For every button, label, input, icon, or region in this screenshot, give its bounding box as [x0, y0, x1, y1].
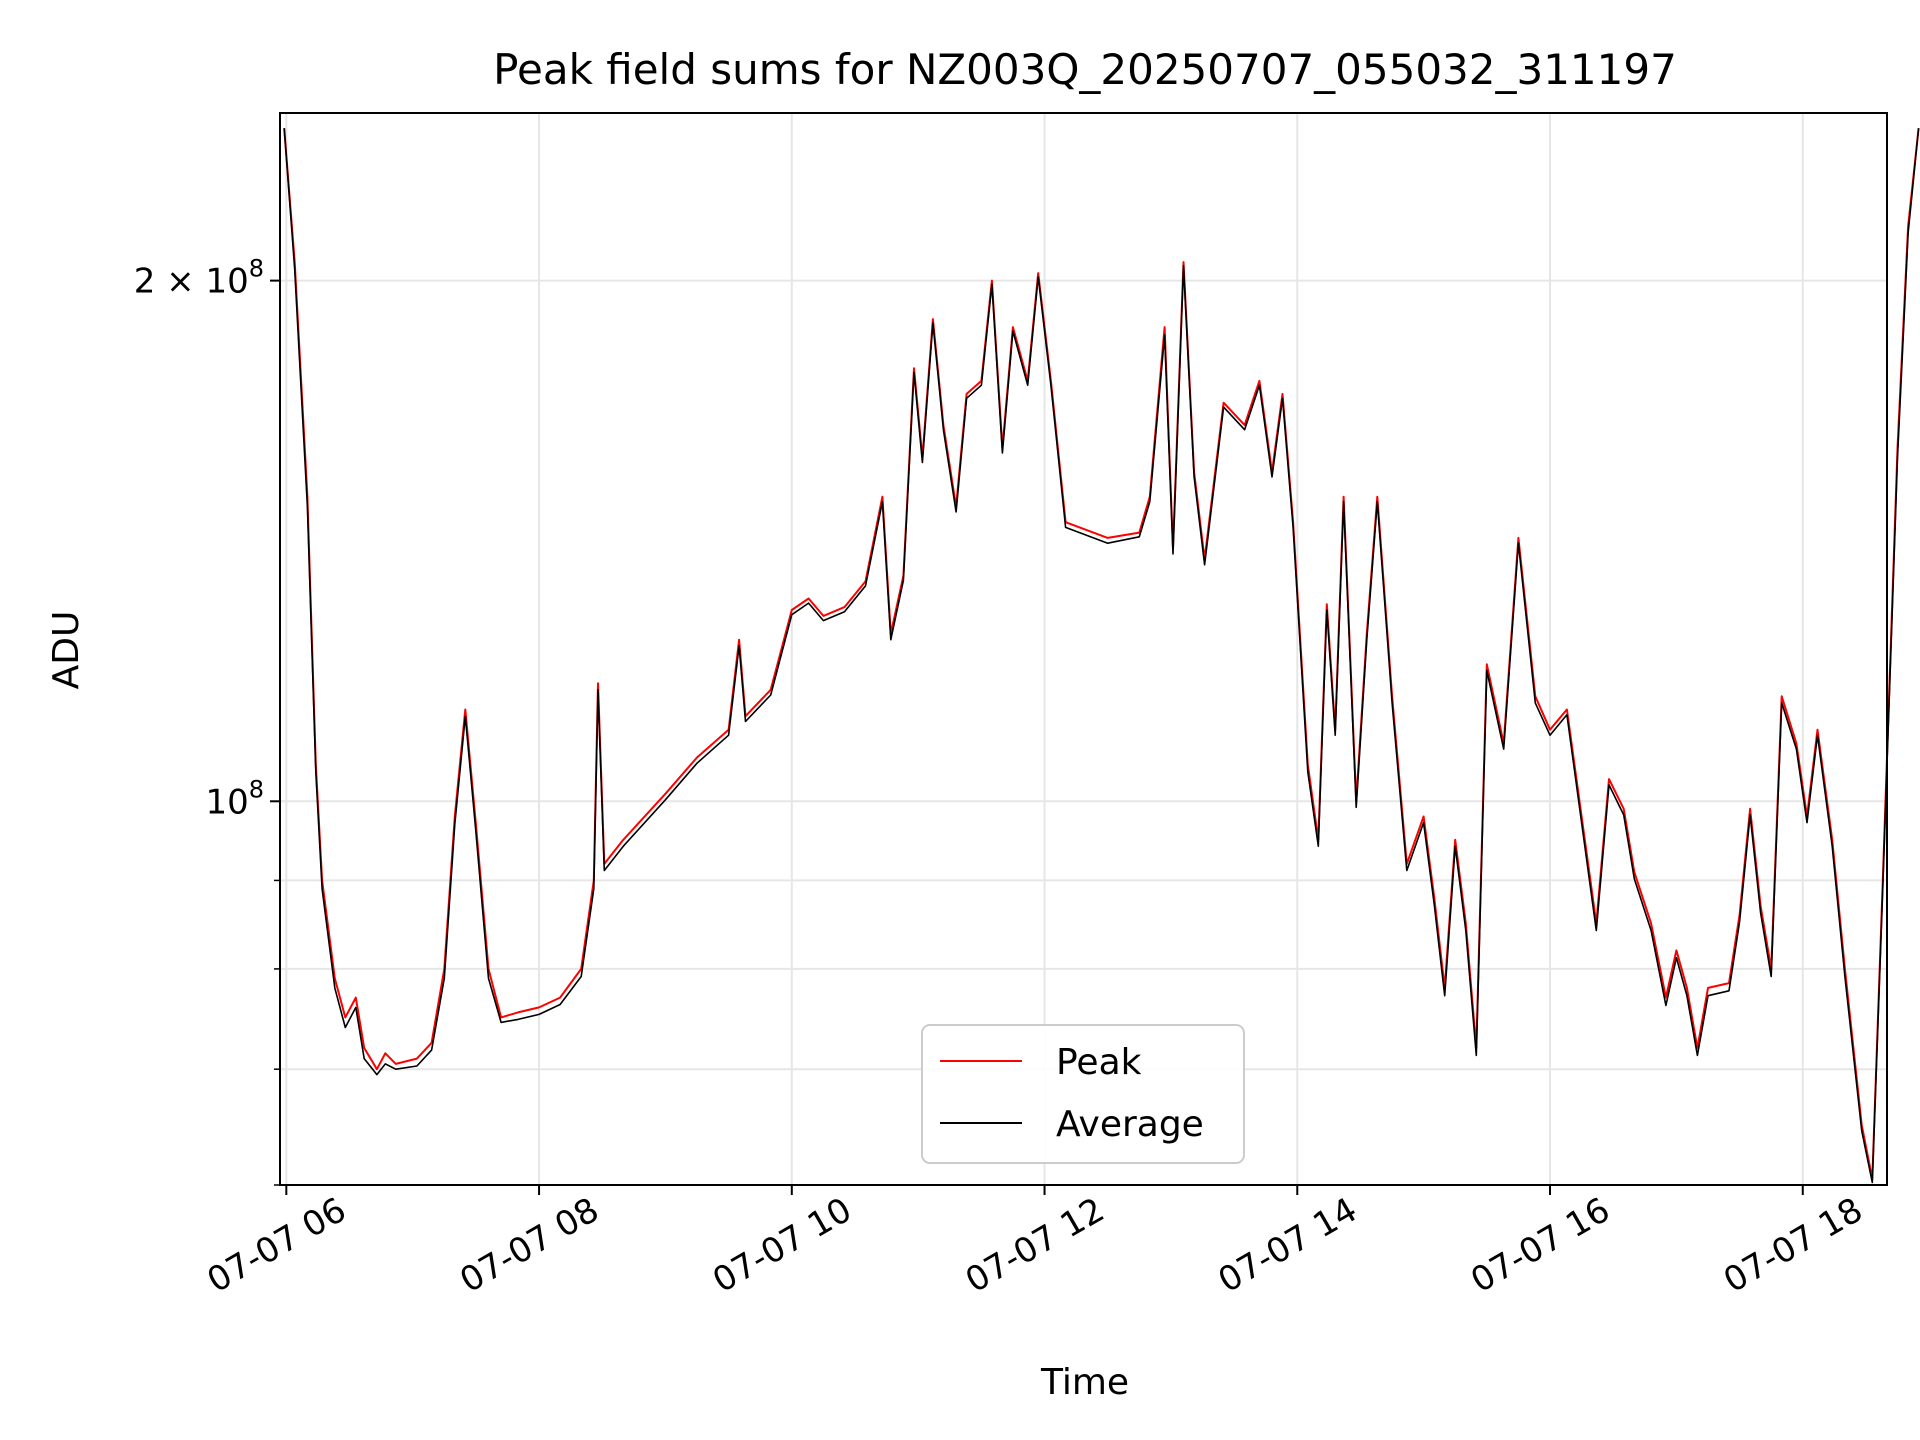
legend-frame	[921, 1024, 1245, 1164]
x-axis-label: Time	[1040, 1362, 1129, 1403]
y-tick-label: 108	[205, 775, 264, 822]
y-tick-label: 2 × 108	[134, 255, 264, 302]
legend-label-average: Average	[1056, 1104, 1204, 1145]
series-line-average	[283, 128, 1920, 1184]
y-axis: 108 2 × 108	[134, 255, 280, 1186]
plot-lines	[283, 128, 1920, 1184]
y-axis-label: ADU	[46, 611, 87, 690]
chart-title: Peak field sums for NZ003Q_20250707_0550…	[493, 45, 1677, 94]
axes-frame	[279, 112, 1888, 1186]
legend: Peak Average	[921, 1024, 1245, 1164]
legend-label-peak: Peak	[1056, 1042, 1142, 1083]
